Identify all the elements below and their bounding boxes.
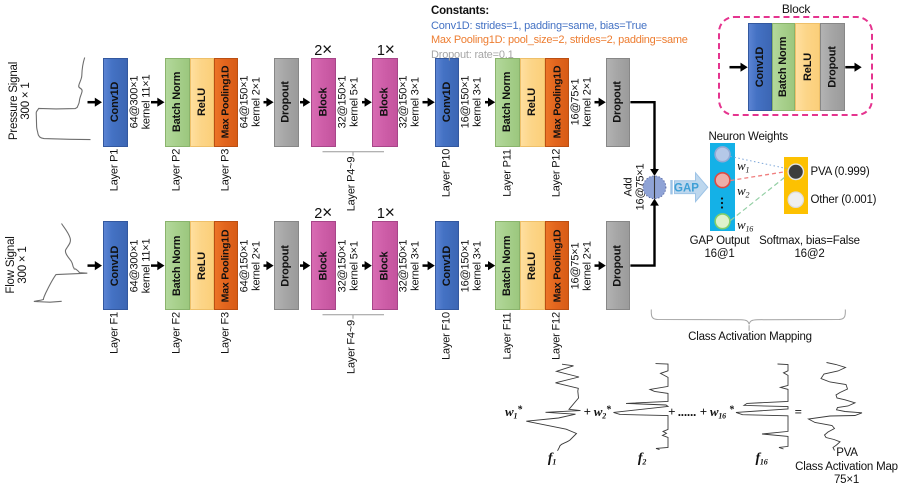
svg-text:GAP: GAP bbox=[674, 182, 699, 194]
